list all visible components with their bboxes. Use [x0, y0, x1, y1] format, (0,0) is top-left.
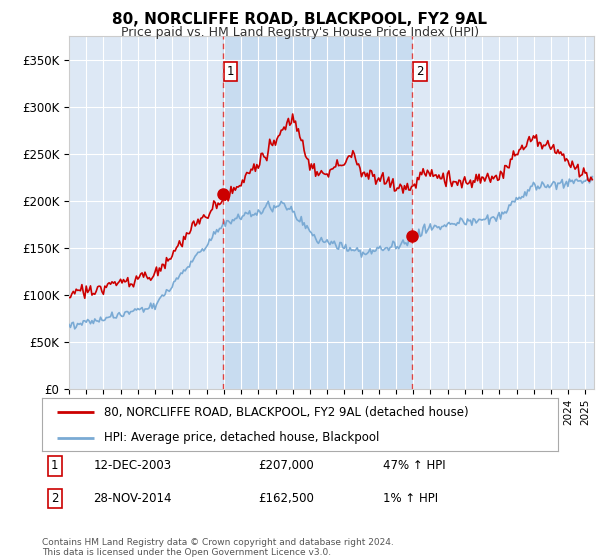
Text: 28-NOV-2014: 28-NOV-2014	[94, 492, 172, 505]
Text: 2: 2	[416, 64, 424, 78]
Text: 80, NORCLIFFE ROAD, BLACKPOOL, FY2 9AL: 80, NORCLIFFE ROAD, BLACKPOOL, FY2 9AL	[113, 12, 487, 27]
Text: HPI: Average price, detached house, Blackpool: HPI: Average price, detached house, Blac…	[104, 431, 379, 444]
Text: Price paid vs. HM Land Registry's House Price Index (HPI): Price paid vs. HM Land Registry's House …	[121, 26, 479, 39]
Text: Contains HM Land Registry data © Crown copyright and database right 2024.
This d: Contains HM Land Registry data © Crown c…	[42, 538, 394, 557]
Text: 47% ↑ HPI: 47% ↑ HPI	[383, 459, 445, 473]
Text: 2: 2	[51, 492, 59, 505]
Text: £207,000: £207,000	[259, 459, 314, 473]
Text: 12-DEC-2003: 12-DEC-2003	[94, 459, 172, 473]
Bar	[223, 36, 412, 389]
Text: 1% ↑ HPI: 1% ↑ HPI	[383, 492, 437, 505]
Text: 1: 1	[51, 459, 59, 473]
Text: 80, NORCLIFFE ROAD, BLACKPOOL, FY2 9AL (detached house): 80, NORCLIFFE ROAD, BLACKPOOL, FY2 9AL (…	[104, 406, 469, 419]
Text: £162,500: £162,500	[259, 492, 314, 505]
Text: 1: 1	[227, 64, 235, 78]
